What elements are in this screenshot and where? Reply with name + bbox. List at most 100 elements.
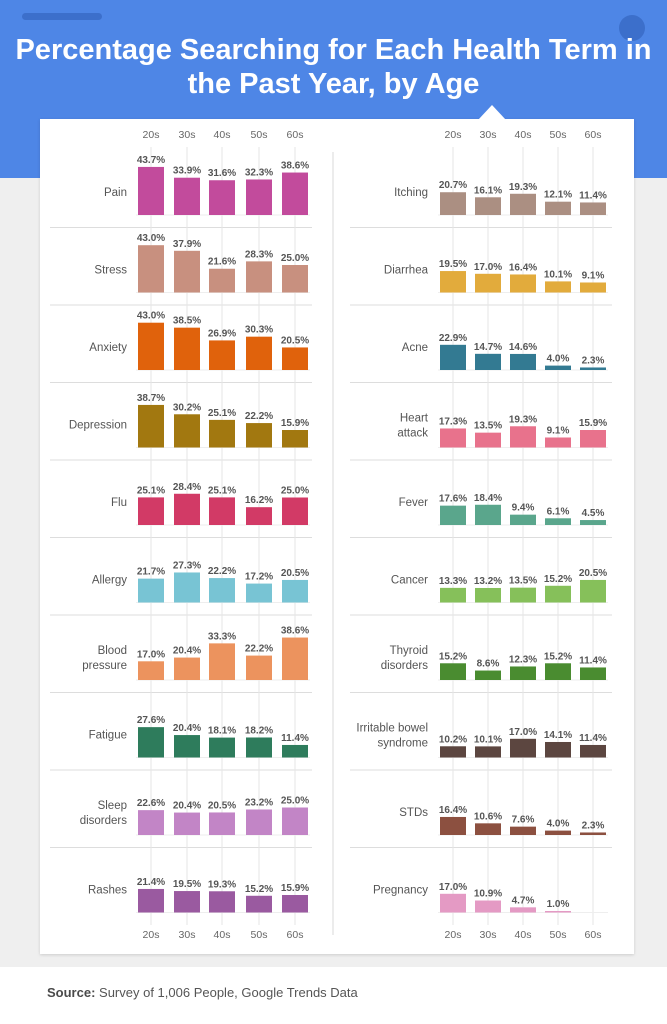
bar-value-label: 25.0% (281, 796, 309, 807)
bar-value-label: 7.6% (512, 815, 535, 826)
bar (246, 507, 272, 525)
bar (510, 666, 536, 680)
footer (0, 967, 667, 1024)
bar-value-label: 43.0% (137, 233, 165, 244)
bar (246, 179, 272, 215)
row-term-label: Stress (94, 265, 127, 277)
bar-value-label: 2.3% (582, 355, 605, 366)
bar-value-label: 4.0% (547, 819, 570, 830)
bar (174, 493, 200, 525)
bar-value-label: 19.5% (173, 879, 201, 890)
row-term-label: Anxiety (89, 342, 127, 354)
bar (138, 810, 164, 835)
bar-value-label: 14.1% (544, 730, 572, 741)
bar (510, 353, 536, 370)
bar (440, 587, 466, 603)
bar-value-label: 12.3% (509, 654, 537, 665)
bar-value-label: 15.2% (439, 651, 467, 662)
bar (475, 273, 501, 293)
bar (246, 336, 272, 370)
bar (174, 414, 200, 448)
row-term-label: Heart (400, 413, 429, 425)
bar (545, 437, 571, 448)
bar-value-label: 22.6% (137, 798, 165, 809)
row-term-label: Pregnancy (373, 885, 428, 897)
row-term-label: Diarrhea (384, 265, 429, 277)
bar-value-label: 25.1% (208, 485, 236, 496)
bar (138, 497, 164, 525)
bar (246, 895, 272, 913)
bar-value-label: 9.1% (547, 425, 570, 436)
bar (282, 807, 308, 835)
bar (545, 518, 571, 525)
bar (440, 893, 466, 913)
x-tick-label-bottom: 50s (550, 929, 567, 941)
bar-value-label: 30.3% (245, 325, 273, 336)
bar (174, 177, 200, 215)
bar (440, 428, 466, 448)
x-tick-label-top: 20s (445, 129, 462, 141)
bar (475, 670, 501, 680)
bar-value-label: 11.4% (579, 655, 607, 666)
bar (440, 344, 466, 370)
bar (440, 746, 466, 758)
x-tick-label-bottom: 30s (179, 929, 196, 941)
bar (475, 353, 501, 370)
bar (440, 505, 466, 525)
bar-value-label: 21.6% (208, 257, 236, 268)
chart-title-text: Percentage Searching for Each Health Ter… (15, 34, 652, 100)
bar (174, 327, 200, 370)
bar-value-label: 17.0% (474, 262, 502, 273)
bar (138, 727, 164, 758)
bar (510, 587, 536, 603)
bar (475, 432, 501, 448)
row-term-label: Depression (69, 420, 127, 432)
bar-value-label: 10.1% (544, 269, 572, 280)
bar (580, 430, 606, 448)
bar-value-label: 25.1% (208, 408, 236, 419)
bar-value-label: 25.0% (281, 253, 309, 264)
bar (282, 497, 308, 525)
bar (209, 268, 235, 293)
bar-value-label: 28.3% (245, 249, 273, 260)
bar-value-label: 38.7% (137, 393, 165, 404)
bar (545, 365, 571, 370)
bar-value-label: 20.5% (281, 568, 309, 579)
bar (580, 579, 606, 603)
bar (174, 657, 200, 680)
row-term-label: Pain (104, 187, 127, 199)
bar-value-label: 17.0% (137, 649, 165, 660)
bar (580, 667, 606, 680)
bar-value-label: 2.3% (582, 820, 605, 831)
bar (174, 891, 200, 913)
row-term-label: disorders (381, 660, 429, 672)
bar (138, 404, 164, 448)
bar-value-label: 17.3% (439, 416, 467, 427)
bar-value-label: 37.9% (173, 239, 201, 250)
bar-value-label: 10.6% (474, 811, 502, 822)
bar-value-label: 19.3% (208, 879, 236, 890)
bar (545, 830, 571, 835)
bar (174, 735, 200, 758)
bar (282, 744, 308, 758)
bar-value-label: 1.0% (547, 899, 570, 910)
bar (545, 585, 571, 603)
bar-value-label: 9.4% (512, 503, 535, 514)
row-term-label: Thyroid (390, 645, 428, 657)
row-term-label: Flu (111, 497, 127, 509)
bar-value-label: 10.9% (474, 889, 502, 900)
bar-value-label: 20.4% (173, 723, 201, 734)
bar-value-label: 22.2% (208, 566, 236, 577)
bar (174, 572, 200, 603)
row-term-label: pressure (82, 660, 127, 672)
bar-value-label: 21.4% (137, 877, 165, 888)
row-term-label: Blood (98, 645, 127, 657)
bar (580, 282, 606, 293)
bar-value-label: 6.1% (547, 506, 570, 517)
bar (475, 746, 501, 758)
bar (545, 201, 571, 215)
bar-value-label: 43.7% (137, 155, 165, 166)
bar-value-label: 20.5% (208, 800, 236, 811)
row-term-label: Fever (399, 497, 429, 509)
